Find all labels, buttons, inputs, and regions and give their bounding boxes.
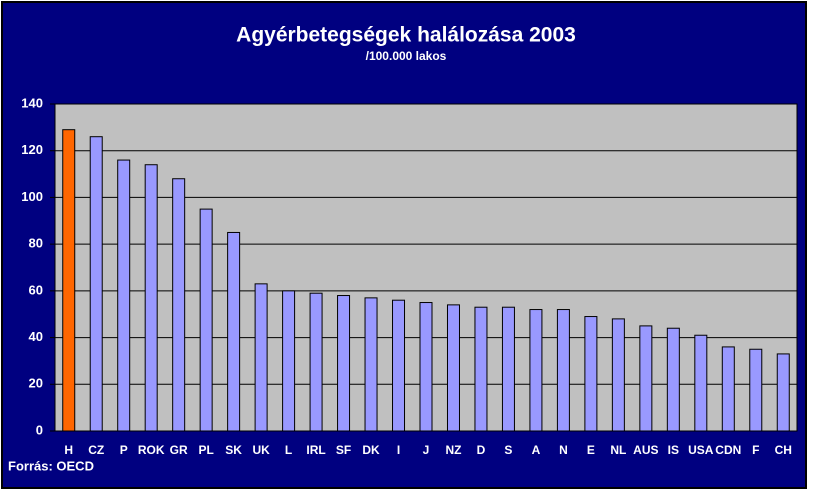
bar <box>199 208 213 432</box>
x-tick-label: USA <box>688 443 714 457</box>
chart-subtitle: /100.000 lakos <box>366 49 447 63</box>
bar <box>62 129 76 432</box>
x-tick-label: SK <box>225 443 242 457</box>
x-tick-label: IRL <box>306 443 325 457</box>
x-tick-label: SF <box>336 443 351 457</box>
y-tick-label: 140 <box>21 95 43 110</box>
x-tick-label: AUS <box>633 443 658 457</box>
bar <box>529 309 543 432</box>
bar <box>474 306 488 432</box>
x-tick-label: A <box>532 443 541 457</box>
bar <box>309 292 323 432</box>
x-tick-label: IS <box>668 443 679 457</box>
bar <box>172 178 186 432</box>
x-tick-label: E <box>587 443 595 457</box>
x-tick-label: J <box>423 443 430 457</box>
x-tick-label: NZ <box>445 443 461 457</box>
bar <box>666 327 680 432</box>
bar <box>254 283 268 432</box>
y-tick-label: 60 <box>29 282 43 297</box>
bar <box>501 306 515 432</box>
x-tick-label: N <box>559 443 568 457</box>
bar <box>721 346 735 432</box>
x-tick-label: GR <box>170 443 188 457</box>
bar <box>584 316 598 432</box>
x-tick-label: H <box>64 443 73 457</box>
bar <box>749 348 763 432</box>
y-tick-label: 40 <box>29 329 43 344</box>
x-tick-label: ROK <box>138 443 165 457</box>
bar <box>89 136 103 432</box>
x-tick-label: CH <box>775 443 792 457</box>
chart-title: Agyérbetegségek halálozása 2003 <box>236 24 576 47</box>
bar <box>446 304 460 432</box>
bar <box>144 164 158 432</box>
bar <box>419 302 433 432</box>
bar <box>776 353 790 432</box>
y-tick-label: 100 <box>21 189 43 204</box>
bar <box>611 318 625 432</box>
x-tick-label: S <box>504 443 512 457</box>
y-tick-label: 20 <box>29 376 43 391</box>
y-tick-label: 80 <box>29 236 43 251</box>
bar <box>337 295 351 432</box>
bar <box>282 290 296 432</box>
y-tick-label: 120 <box>21 142 43 157</box>
x-tick-label: NL <box>610 443 626 457</box>
source-note: Forrás: OECD <box>8 458 94 473</box>
y-tick-label: 0 <box>36 422 43 437</box>
x-tick-label: F <box>752 443 759 457</box>
bar <box>556 309 570 432</box>
bar <box>392 299 406 432</box>
x-tick-label: DK <box>362 443 380 457</box>
x-tick-label: CDN <box>715 443 741 457</box>
bar <box>639 325 653 432</box>
x-tick-label: D <box>477 443 486 457</box>
x-tick-label: I <box>397 443 400 457</box>
x-tick-label: UK <box>252 443 270 457</box>
x-tick-label: CZ <box>88 443 104 457</box>
x-tick-label: L <box>285 443 292 457</box>
x-tick-label: PL <box>198 443 213 457</box>
bar <box>227 231 241 432</box>
bar <box>117 159 131 432</box>
bar <box>694 334 708 432</box>
bar <box>364 297 378 432</box>
x-tick-label: P <box>120 443 128 457</box>
